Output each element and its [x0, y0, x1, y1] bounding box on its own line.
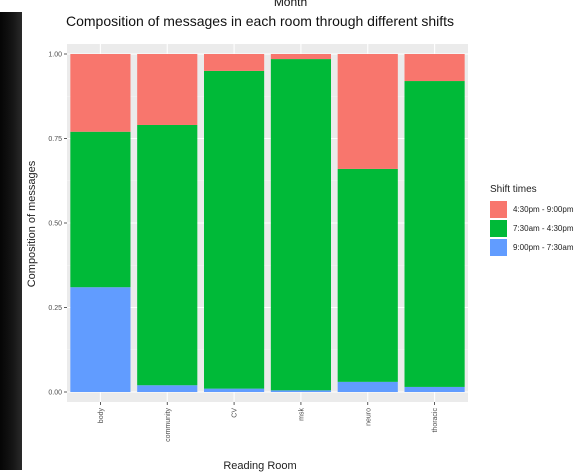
- bar-thoracic-9-00pm-7-30am: [404, 386, 465, 392]
- bar-CV-4-30pm-9-00pm: [204, 54, 265, 71]
- legend-item: 4:30pm - 9:00pm: [490, 200, 573, 219]
- legend-swatch: [490, 239, 507, 256]
- bar-body-9-00pm-7-30am: [70, 287, 131, 392]
- legend-title: Shift times: [490, 184, 537, 195]
- legend-items: 4:30pm - 9:00pm 7:30am - 4:30pm 9:00pm - 7…: [490, 200, 573, 257]
- legend-label: 4:30pm - 9:00pm: [513, 205, 574, 214]
- bar-CV-7-30am-4-30pm: [204, 70, 265, 389]
- bar-body-4-30pm-9-00pm: [70, 54, 131, 132]
- legend-label: 9:00pm - 7:30am: [513, 243, 574, 252]
- legend-swatch: [490, 220, 507, 237]
- y-axis-title: Composition of messages: [26, 160, 38, 288]
- bar-thoracic-4-30pm-9-00pm: [404, 54, 465, 82]
- bar-msk-7-30am-4-30pm: [270, 59, 331, 391]
- y-tick-label: 0.50: [48, 221, 62, 228]
- bar-community-9-00pm-7-30am: [137, 385, 198, 392]
- bar-msk-4-30pm-9-00pm: [270, 54, 331, 60]
- legend: Shift times 4:30pm - 9:00pm 7:30am - 4:30…: [490, 184, 573, 257]
- y-tick-label: 0.25: [48, 305, 62, 312]
- x-tick-label: body: [98, 408, 105, 424]
- legend-swatch: [490, 201, 507, 218]
- x-tick-label: msk: [298, 408, 305, 421]
- bar-thoracic-7-30am-4-30pm: [404, 81, 465, 387]
- bar-CV-9-00pm-7-30am: [204, 388, 265, 392]
- x-tick-label: CV: [232, 408, 239, 418]
- bar-community-7-30am-4-30pm: [137, 124, 198, 386]
- x-tick-label: thoracic: [432, 408, 439, 433]
- y-tick-label: 0.75: [48, 136, 62, 143]
- legend-item: 7:30am - 4:30pm: [490, 219, 573, 238]
- bar-body-7-30am-4-30pm: [70, 131, 131, 288]
- chart-title: Composition of messages in each room thr…: [66, 13, 455, 29]
- legend-label: 7:30am - 4:30pm: [513, 224, 574, 233]
- x-tick-label: neuro: [365, 408, 372, 426]
- y-tick-label: 0.00: [48, 390, 62, 397]
- bar-neuro-4-30pm-9-00pm: [337, 54, 398, 169]
- x-axis-title: Reading Room: [223, 460, 297, 472]
- bar-neuro-7-30am-4-30pm: [337, 168, 398, 382]
- legend-item: 9:00pm - 7:30am: [490, 238, 573, 257]
- month-label: Month: [273, 0, 308, 9]
- y-tick-label: 1.00: [48, 52, 62, 59]
- dark-background-left: [0, 0, 22, 470]
- bar-msk-9-00pm-7-30am: [270, 390, 331, 392]
- bar-neuro-9-00pm-7-30am: [337, 381, 398, 392]
- bar-community-4-30pm-9-00pm: [137, 54, 198, 125]
- header-strip: [0, 0, 581, 12]
- x-tick-label: community: [165, 408, 172, 442]
